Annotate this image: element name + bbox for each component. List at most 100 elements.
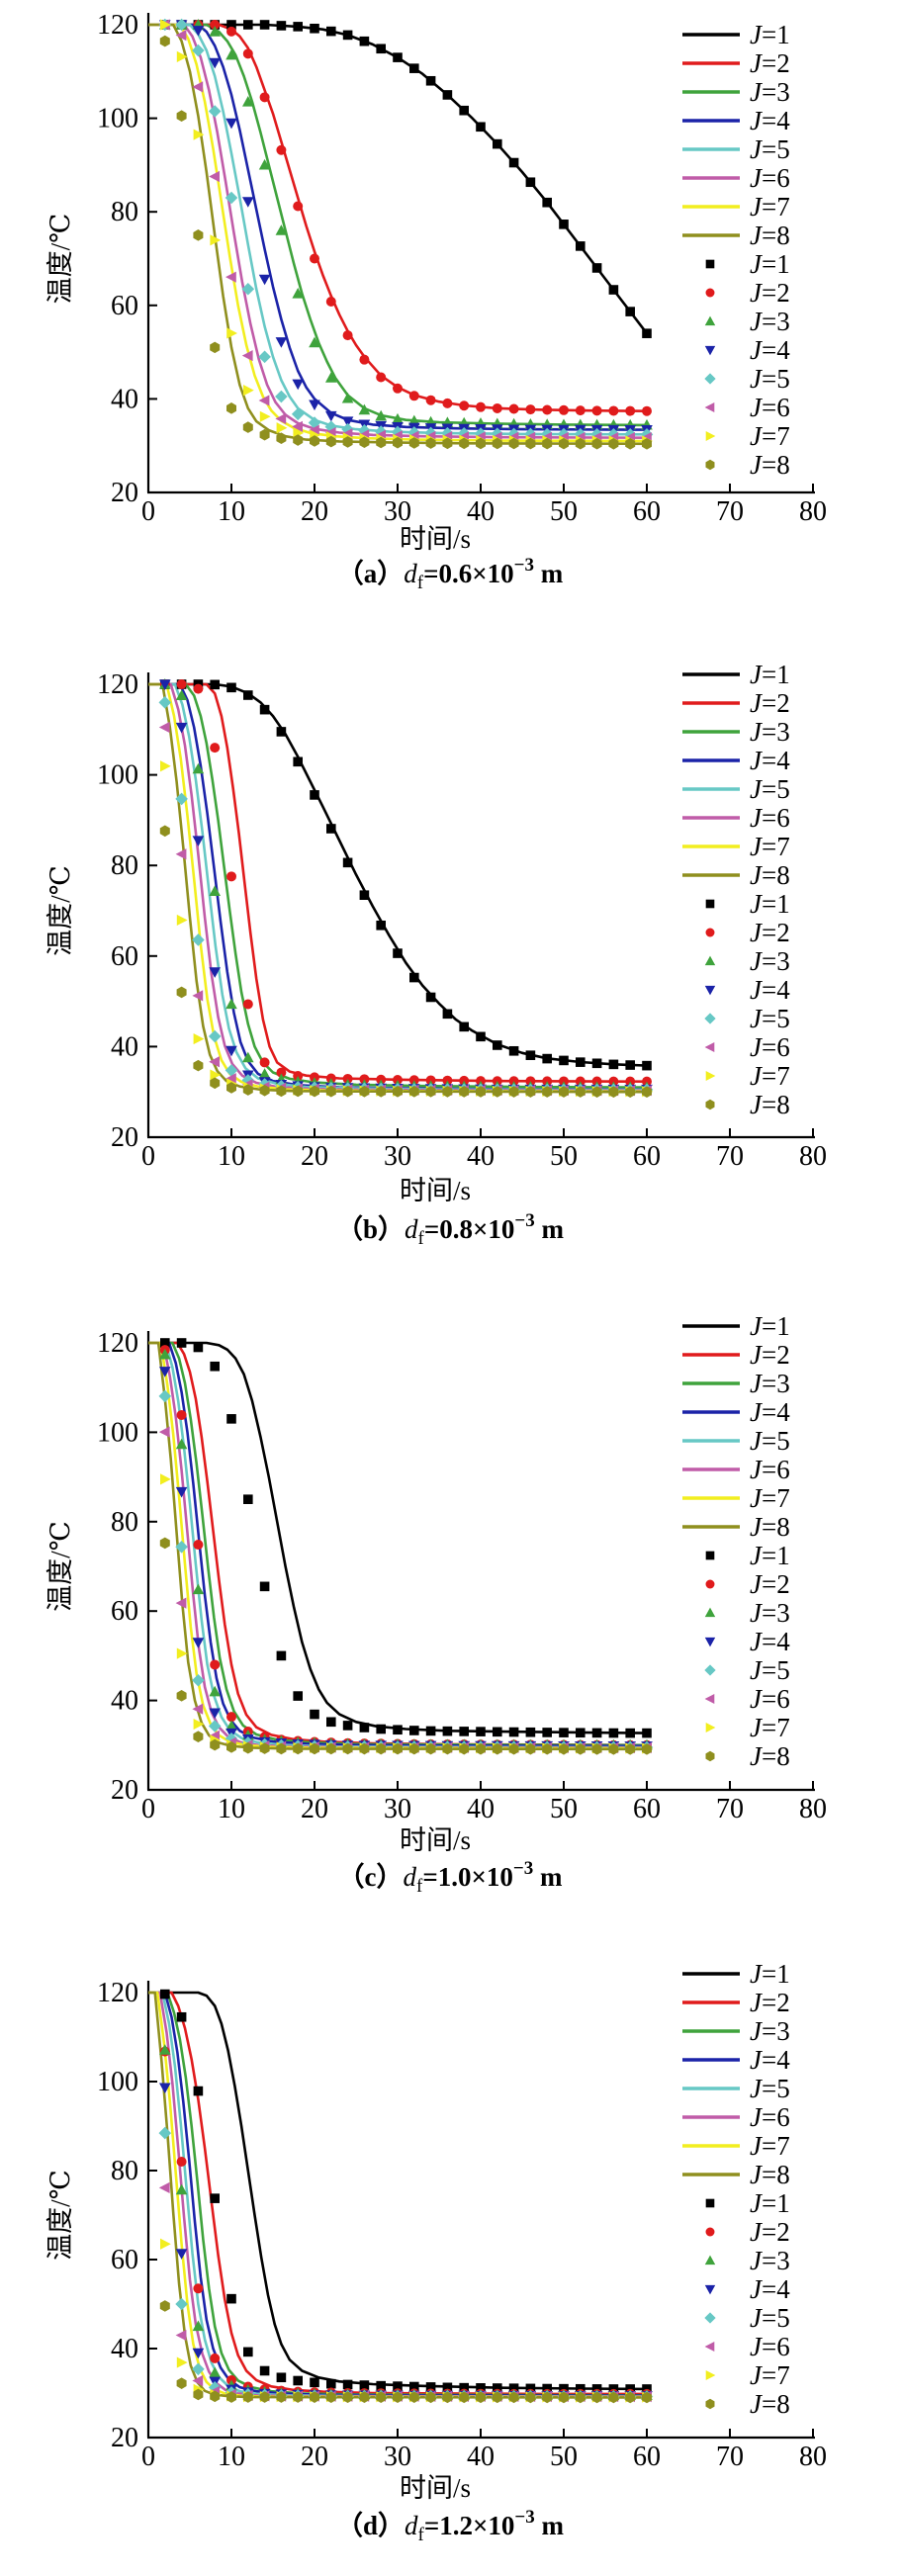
data-point-marker [226,1414,236,1424]
legend-marker-swatch [704,1013,716,1024]
data-point-marker [325,410,337,422]
legend-label: J=1 [750,249,790,279]
x-tick-label: 10 [218,1794,245,1824]
data-point-marker [625,438,636,450]
data-point-marker [275,224,288,235]
legend-label: J=1 [750,1541,790,1570]
legend-label: J=8 [750,1090,790,1119]
chart-a: 0 10 20 30 40 50 60 70 80 20 40 60 80 100 120 温度/℃ 时间/s J… [0,0,901,630]
legend-label: J=7 [750,2360,790,2390]
data-point-marker [508,1045,519,1056]
y-axis-title: 温度/℃ [45,865,75,956]
data-point-marker [176,110,187,123]
data-point-marker [376,44,386,54]
data-point-marker [342,1085,353,1098]
x-axis-title: 时间/s [400,1825,471,1855]
series-markers-J=5 [158,2126,654,2403]
data-point-marker [193,683,204,694]
data-point-marker [259,1057,270,1068]
legend-label: J=4 [750,1397,790,1427]
data-point-marker [542,197,552,208]
data-point-marker [359,890,370,900]
data-point-marker [525,1742,536,1755]
data-point-marker [642,405,652,416]
data-point-marker [275,412,287,425]
data-point-marker [459,105,469,116]
data-point-marker [625,1743,636,1755]
data-point-marker [176,50,188,63]
series-line-J=4 [148,682,647,1091]
legend-line-entry-J=5: J=5 [682,774,790,804]
x-tick-label: 10 [218,2442,245,2472]
legend-label: J=2 [750,1569,790,1599]
data-point-marker [226,1082,236,1094]
data-point-marker [241,350,253,362]
series-markers-J=8 [159,2300,652,2404]
y-axis-title: 温度/℃ [45,214,75,305]
data-point-marker [341,422,354,436]
data-point-marker [309,424,319,436]
data-point-marker [326,26,336,37]
data-point-marker [309,336,320,348]
data-point-marker [542,1728,552,1737]
data-point-marker [642,1743,652,1755]
legend-label: J=1 [750,660,790,689]
series-line-J=6 [148,23,648,439]
data-point-marker [226,1712,236,1723]
legend-label: J=7 [750,2131,790,2161]
data-point-marker [559,2391,569,2404]
legend-label: J=3 [750,717,790,747]
series-line-J=8 [148,1341,648,1751]
legend-marker-entry-J=8: J=8 [705,1741,790,1771]
data-point-marker [259,1084,270,1097]
data-point-marker [158,2181,170,2193]
data-point-marker [492,437,502,450]
data-point-marker [158,1426,170,1438]
data-point-marker [276,1742,287,1755]
data-point-marker [591,437,602,450]
legend-label: J=1 [750,889,790,919]
legend-label: J=2 [750,688,790,718]
legend-label: J=7 [750,832,790,861]
data-point-marker [493,138,502,149]
chart-c-svg: 0 10 20 30 40 50 60 70 80 20 40 60 80 100 120 温度/℃ 时间/s J… [45,1311,827,1897]
legend-line-entry-J=7: J=7 [682,832,790,861]
data-point-marker [193,1731,204,1742]
legend-marker-swatch [705,2369,716,2381]
data-point-marker [276,1650,287,1661]
y-tick-label: 60 [111,1596,138,1627]
data-point-marker [393,2391,403,2404]
y-tick-label: 20 [111,2423,138,2453]
data-point-marker [159,1537,170,1550]
data-point-marker [210,1069,222,1081]
y-tick-label: 40 [111,2334,138,2364]
data-point-marker [591,2384,602,2394]
data-point-marker [559,1742,569,1755]
data-point-marker [259,1581,270,1592]
data-point-marker [192,44,205,57]
data-point-marker [209,967,221,978]
data-point-marker [342,1073,353,1084]
legend-line-entry-J=4: J=4 [682,746,790,775]
data-point-marker [159,35,170,47]
data-point-marker [210,2390,221,2403]
legend-label: J=5 [750,364,790,394]
x-tick-label: 20 [301,1794,328,1824]
data-point-marker [225,1073,236,1085]
data-point-marker [591,1086,602,1098]
data-point-marker [425,75,436,86]
data-point-marker [642,1086,652,1098]
data-point-marker [576,241,586,251]
legend-label: J=5 [750,1004,790,1033]
data-point-marker [508,2391,519,2404]
data-point-marker [492,402,502,413]
data-point-marker [160,2238,171,2250]
data-point-marker [608,437,619,450]
x-tick-label: 20 [301,496,328,527]
data-point-marker [276,144,287,155]
x-tick-label: 60 [633,1794,661,1824]
legend-marker-entry-J=8: J=8 [705,2389,790,2419]
legend-marker-entry-J=4: J=4 [704,1627,790,1656]
y-tick-label: 20 [111,478,138,508]
series-line-J=2 [148,1991,647,2396]
